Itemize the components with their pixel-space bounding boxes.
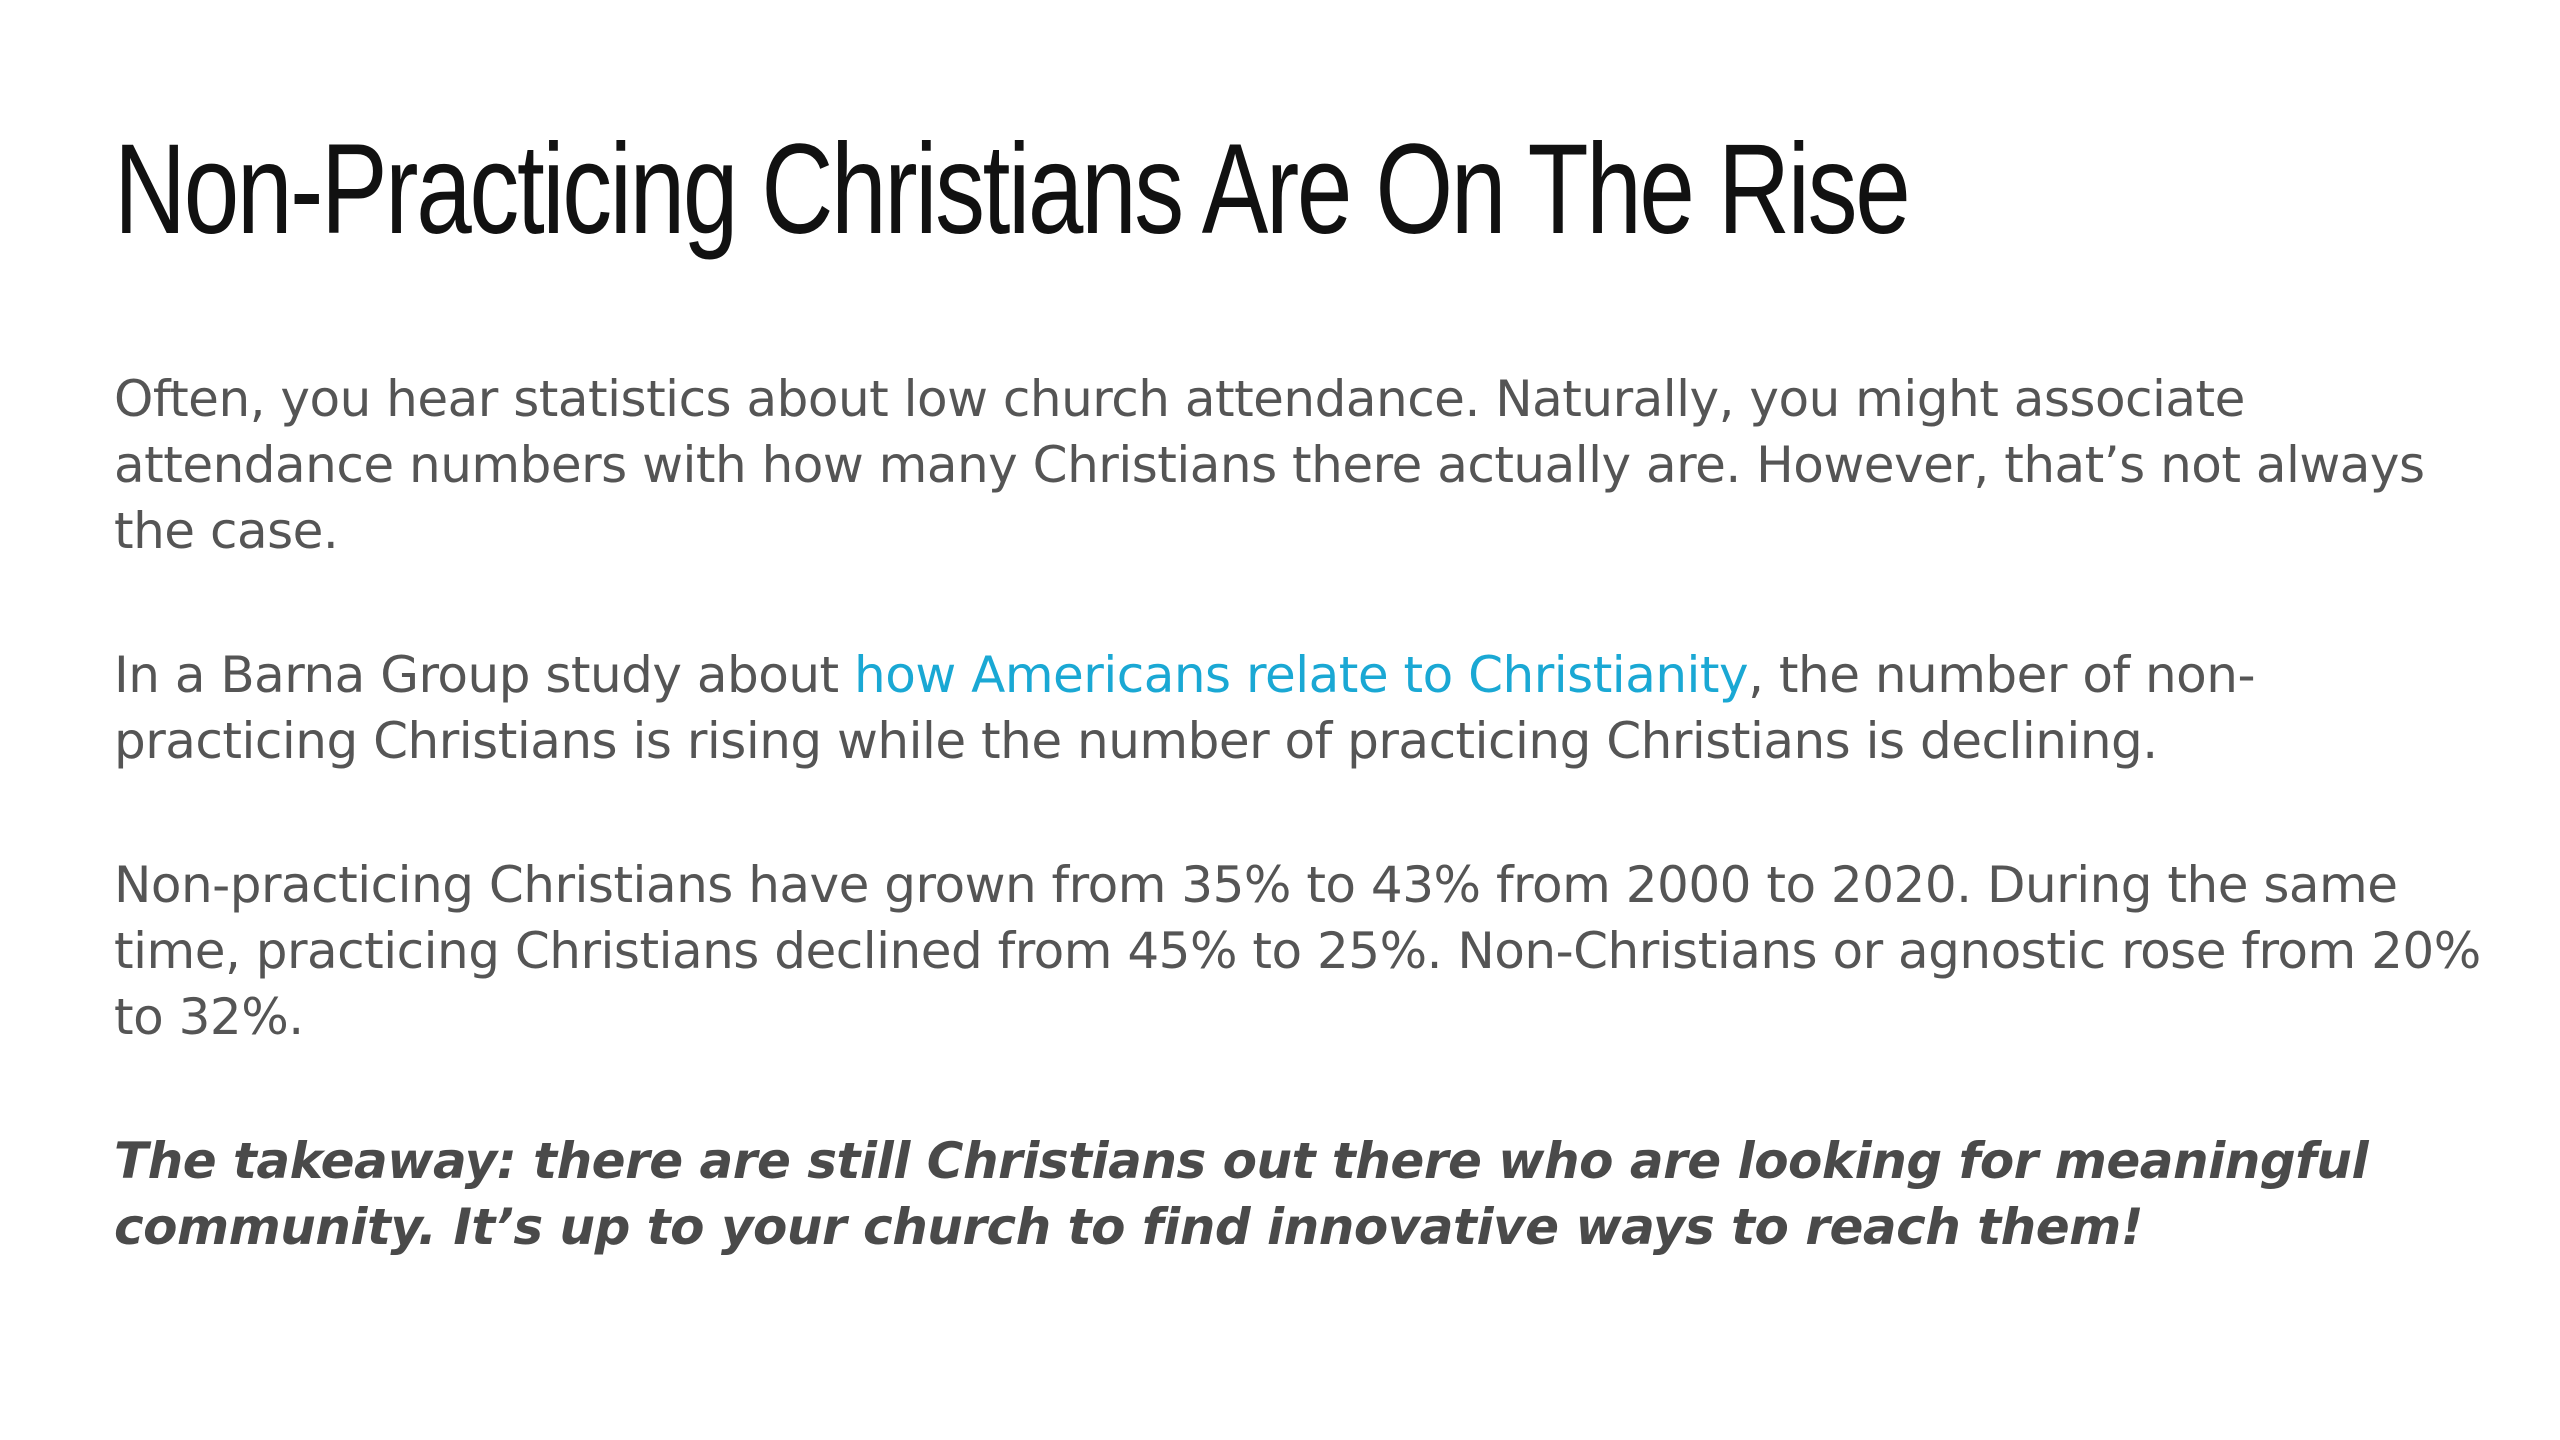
paragraph-takeaway: The takeaway: there are still Christians… [114,1131,2369,1256]
paragraph-study: In a Barna Group study about how America… [114,642,2484,774]
article-body: Often, you hear statistics about low chu… [114,366,2484,1260]
paragraph-statistics: Non-practicing Christians have grown fro… [114,855,2481,1046]
paragraph-intro: Often, you hear statistics about low chu… [114,369,2425,560]
page-title: Non-Practicing Christians Are On The Ris… [114,118,1911,261]
paragraph-study-tail: , the number of non-practicing Christian… [114,645,2255,770]
study-link[interactable]: how Americans relate to Christianity [854,645,1749,704]
slide-content: Non-Practicing Christians Are On The Ris… [114,118,2484,1338]
paragraph-study-lead: In a Barna Group study about [114,645,855,704]
